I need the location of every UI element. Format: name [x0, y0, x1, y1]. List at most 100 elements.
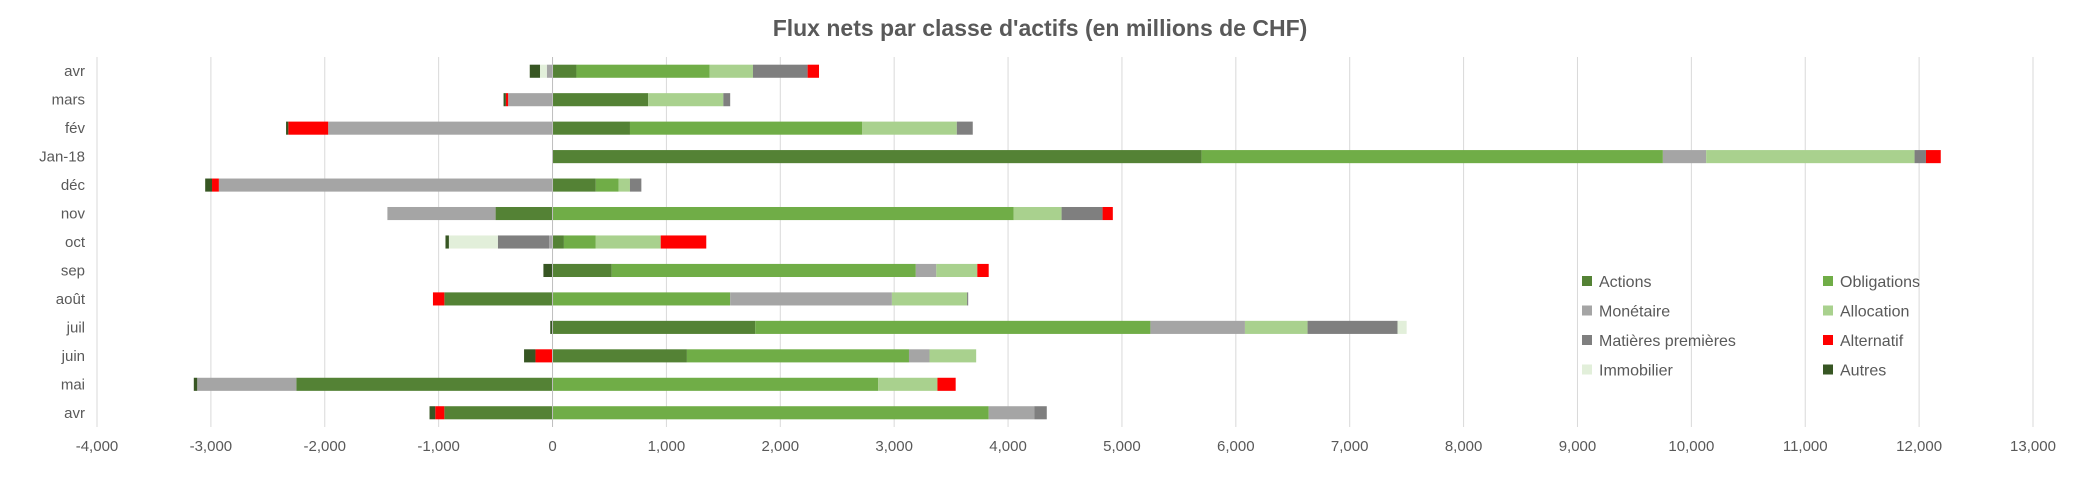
bar-segment	[552, 263, 612, 278]
bar-segment	[505, 93, 509, 107]
legend-swatch	[1823, 276, 1833, 286]
bar-segment	[629, 178, 642, 192]
bar-segment	[1244, 320, 1308, 334]
legend-label: Matières premières	[1599, 333, 1736, 350]
y-category-label: fév	[65, 120, 86, 137]
x-tick-label: -3,000	[190, 438, 233, 455]
bar-segment	[1397, 320, 1407, 334]
bar-segment	[723, 93, 731, 107]
x-tick-label: 10,000	[1668, 438, 1714, 455]
bar-segment	[967, 292, 969, 306]
bar-segment	[497, 235, 550, 249]
bar-segment	[956, 121, 973, 135]
x-tick-label: 3,000	[875, 438, 913, 455]
bar-segment	[529, 64, 541, 78]
bar-segment	[387, 206, 496, 221]
legend: Actions Obligations Monétaire Allocation Mat…	[1582, 274, 1920, 380]
y-category-label: oct	[65, 234, 86, 251]
bar-segment	[550, 320, 553, 334]
bar-segment	[524, 349, 536, 363]
bar-segment	[296, 377, 553, 391]
bar-segment	[1201, 150, 1663, 164]
legend-label: Autres	[1840, 363, 1886, 380]
bar-segment	[595, 235, 661, 249]
axes: -4,000 -3,000 -2,000 -1,000 0 1,000 2,000 3,000…	[39, 57, 2056, 455]
x-tick-label: 2,000	[762, 438, 800, 455]
bar-segment	[552, 235, 564, 249]
bar-segment	[552, 93, 649, 107]
y-category-label: août	[56, 291, 86, 308]
x-tick-label: 12,000	[1896, 438, 1942, 455]
x-tick-label: 1,000	[648, 438, 686, 455]
bar-segment	[915, 263, 937, 278]
bar-segment	[1706, 150, 1915, 164]
bar-segment	[193, 377, 198, 391]
y-category-label: juil	[66, 319, 85, 336]
legend-label: Actions	[1599, 274, 1651, 291]
bar-segment	[1307, 320, 1398, 334]
bars	[193, 64, 1941, 420]
legend-label: Obligations	[1840, 274, 1920, 291]
bar-segment	[286, 121, 289, 135]
y-category-label: sep	[61, 262, 85, 279]
legend-swatch	[1823, 335, 1833, 345]
y-category-label: mai	[61, 376, 85, 393]
bar-segment	[205, 178, 213, 192]
bar-segment	[552, 292, 731, 306]
bar-segment	[611, 263, 916, 278]
x-tick-label: 13,000	[2010, 438, 2056, 455]
bar-segment	[1150, 320, 1245, 334]
bar-segment	[878, 377, 938, 391]
x-tick-label: 7,000	[1331, 438, 1369, 455]
bar-segment	[445, 235, 449, 249]
legend-swatch	[1823, 305, 1833, 316]
legend-swatch	[1582, 364, 1592, 375]
bar-segment	[752, 64, 808, 78]
y-category-label: nov	[61, 206, 86, 223]
bar-segment	[540, 64, 547, 78]
bar-segment	[908, 349, 930, 363]
x-tick-label: 4,000	[989, 438, 1027, 455]
x-tick-label: -4,000	[76, 438, 119, 455]
bar-segment	[552, 377, 879, 391]
bar-segment	[197, 377, 297, 391]
bar-segment	[218, 178, 553, 192]
bar-segment	[552, 178, 596, 192]
bar-segment	[977, 263, 989, 278]
bar-segment	[432, 292, 445, 306]
bar-segment	[508, 93, 553, 107]
bar-segment	[552, 349, 687, 363]
bar-segment	[552, 150, 1202, 164]
legend-swatch	[1582, 305, 1592, 316]
bar-segment	[288, 121, 329, 135]
bar-segment	[686, 349, 909, 363]
x-tick-label: 0	[548, 438, 556, 455]
x-tick-label: -2,000	[303, 438, 346, 455]
bar-segment	[660, 235, 707, 249]
bar-segment	[988, 406, 1035, 420]
x-tick-label: 9,000	[1559, 438, 1597, 455]
bar-segment	[552, 206, 1014, 221]
chart-title: Flux nets par classe d'actifs (en millio…	[773, 15, 1308, 41]
bar-segment	[1914, 150, 1926, 164]
legend-swatch	[1582, 276, 1592, 286]
x-tick-label: 11,000	[1783, 438, 1828, 455]
y-category-label: déc	[61, 177, 86, 194]
legend-swatch	[1582, 335, 1592, 345]
legend-label: Immobilier	[1599, 363, 1673, 380]
bar-segment	[552, 320, 756, 334]
bar-segment	[618, 178, 630, 192]
x-tick-label: 8,000	[1445, 438, 1483, 455]
bar-segment	[549, 235, 553, 249]
bar-segment	[891, 292, 968, 306]
x-tick-label: 5,000	[1103, 438, 1141, 455]
bar-segment	[929, 349, 977, 363]
y-category-label: Jan-18	[39, 149, 85, 166]
y-category-label: avr	[64, 405, 85, 422]
bar-segment	[546, 64, 553, 78]
legend-label: Monétaire	[1599, 304, 1670, 321]
bar-segment	[1925, 150, 1941, 164]
bar-segment	[448, 235, 498, 249]
